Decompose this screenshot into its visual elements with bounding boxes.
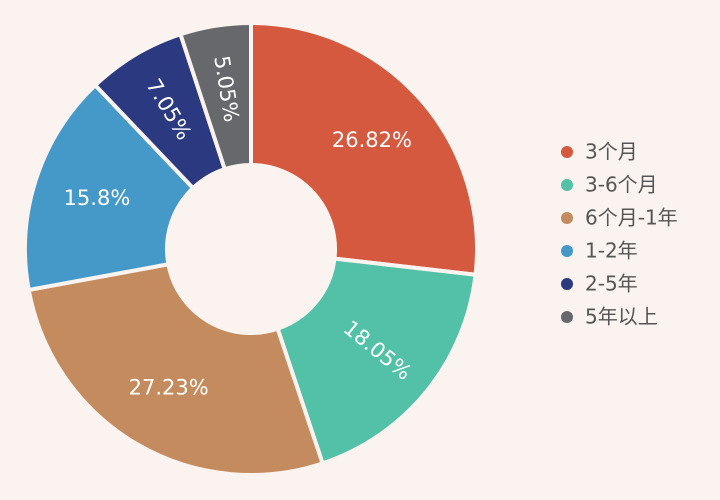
slices-group [23, 21, 479, 477]
slice-1-label: 26.82% [332, 128, 412, 152]
slice-3-wedge [26, 262, 325, 477]
legend-marker-4 [561, 245, 573, 257]
slice-4-wedge [23, 83, 196, 292]
slice-4-label: 15.8% [64, 186, 131, 210]
legend: 3个月 3-6个月 6个月-1年 1-2年 2-5年 5年以上 [561, 140, 678, 329]
legend-label-6: 5年以上 [585, 305, 658, 329]
legend-label-5: 2-5年 [585, 272, 638, 296]
slice-3-label: 27.23% [129, 376, 209, 400]
legend-marker-2 [561, 179, 573, 191]
slice-6-wedge [178, 21, 253, 172]
slice-2-wedge [275, 256, 478, 466]
legend-marker-3 [561, 212, 573, 224]
legend-marker-6 [561, 311, 573, 323]
slice-1-wedge [249, 21, 479, 277]
legend-label-1: 3个月 [585, 140, 638, 164]
legend-marker-5 [561, 278, 573, 290]
legend-label-4: 1-2年 [585, 239, 638, 263]
legend-label-3: 6个月-1年 [585, 206, 678, 230]
legend-marker-1 [561, 146, 573, 158]
legend-label-2: 3-6个月 [585, 173, 658, 197]
